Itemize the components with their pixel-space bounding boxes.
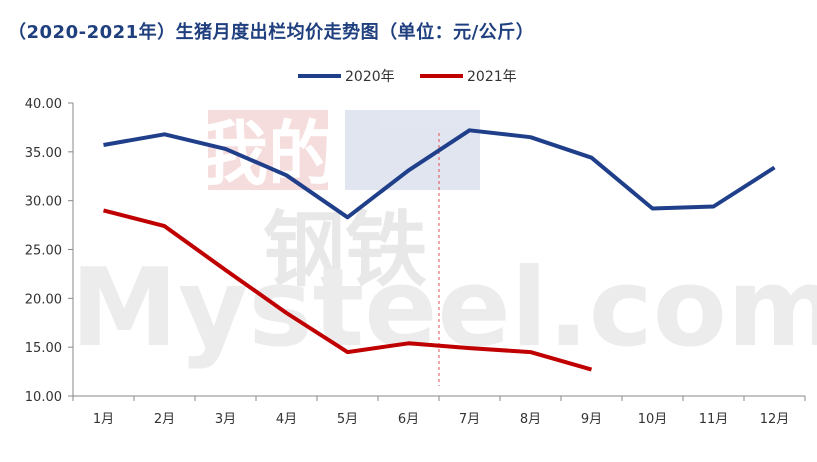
x-tick-label: 6月 <box>398 412 419 427</box>
legend-label-2: 2021年 <box>467 69 517 85</box>
legend-label-1: 2020年 <box>345 69 395 85</box>
x-tick-label: 3月 <box>215 412 236 427</box>
y-tick-label: 40.00 <box>25 97 62 112</box>
y-tick-label: 10.00 <box>25 390 62 405</box>
x-tick-label: 5月 <box>337 412 358 427</box>
x-tick-label: 10月 <box>638 412 668 427</box>
axes: 10.00 15.00 20.00 25.00 30.00 35.00 40.00 1月 2月 3… <box>25 97 806 427</box>
x-tick-label: 2月 <box>154 412 175 427</box>
watermark-blue-block <box>345 110 480 190</box>
x-tick-label: 1月 <box>93 412 114 427</box>
x-tick-label: 9月 <box>581 412 602 427</box>
x-tick-label: 7月 <box>459 412 480 427</box>
watermark-line2: 钢铁 <box>263 203 427 298</box>
y-tick-label: 35.00 <box>25 146 62 161</box>
y-tick-label: 15.00 <box>25 341 62 356</box>
legend: 2020年 2021年 <box>298 69 517 85</box>
series-lines <box>103 128 776 372</box>
y-tick-label: 20.00 <box>25 292 62 307</box>
watermark-line1: 我的 <box>198 113 338 195</box>
watermark-line3: Mysteel.com <box>70 246 817 371</box>
series-line-1 <box>103 128 776 220</box>
x-tick-label: 8月 <box>520 412 541 427</box>
y-tick-label: 25.00 <box>25 244 62 259</box>
chart-title: （2020-2021年）生猪月度出栏均价走势图（单位：元/公斤） <box>8 22 535 43</box>
watermark: 我的 钢铁 Mysteel.com <box>70 110 817 371</box>
x-tick-label: 12月 <box>760 412 790 427</box>
y-tick-label: 30.00 <box>25 195 62 210</box>
x-tick-label: 11月 <box>699 412 729 427</box>
series-line-2 <box>103 208 593 372</box>
x-tick-label: 4月 <box>276 412 297 427</box>
